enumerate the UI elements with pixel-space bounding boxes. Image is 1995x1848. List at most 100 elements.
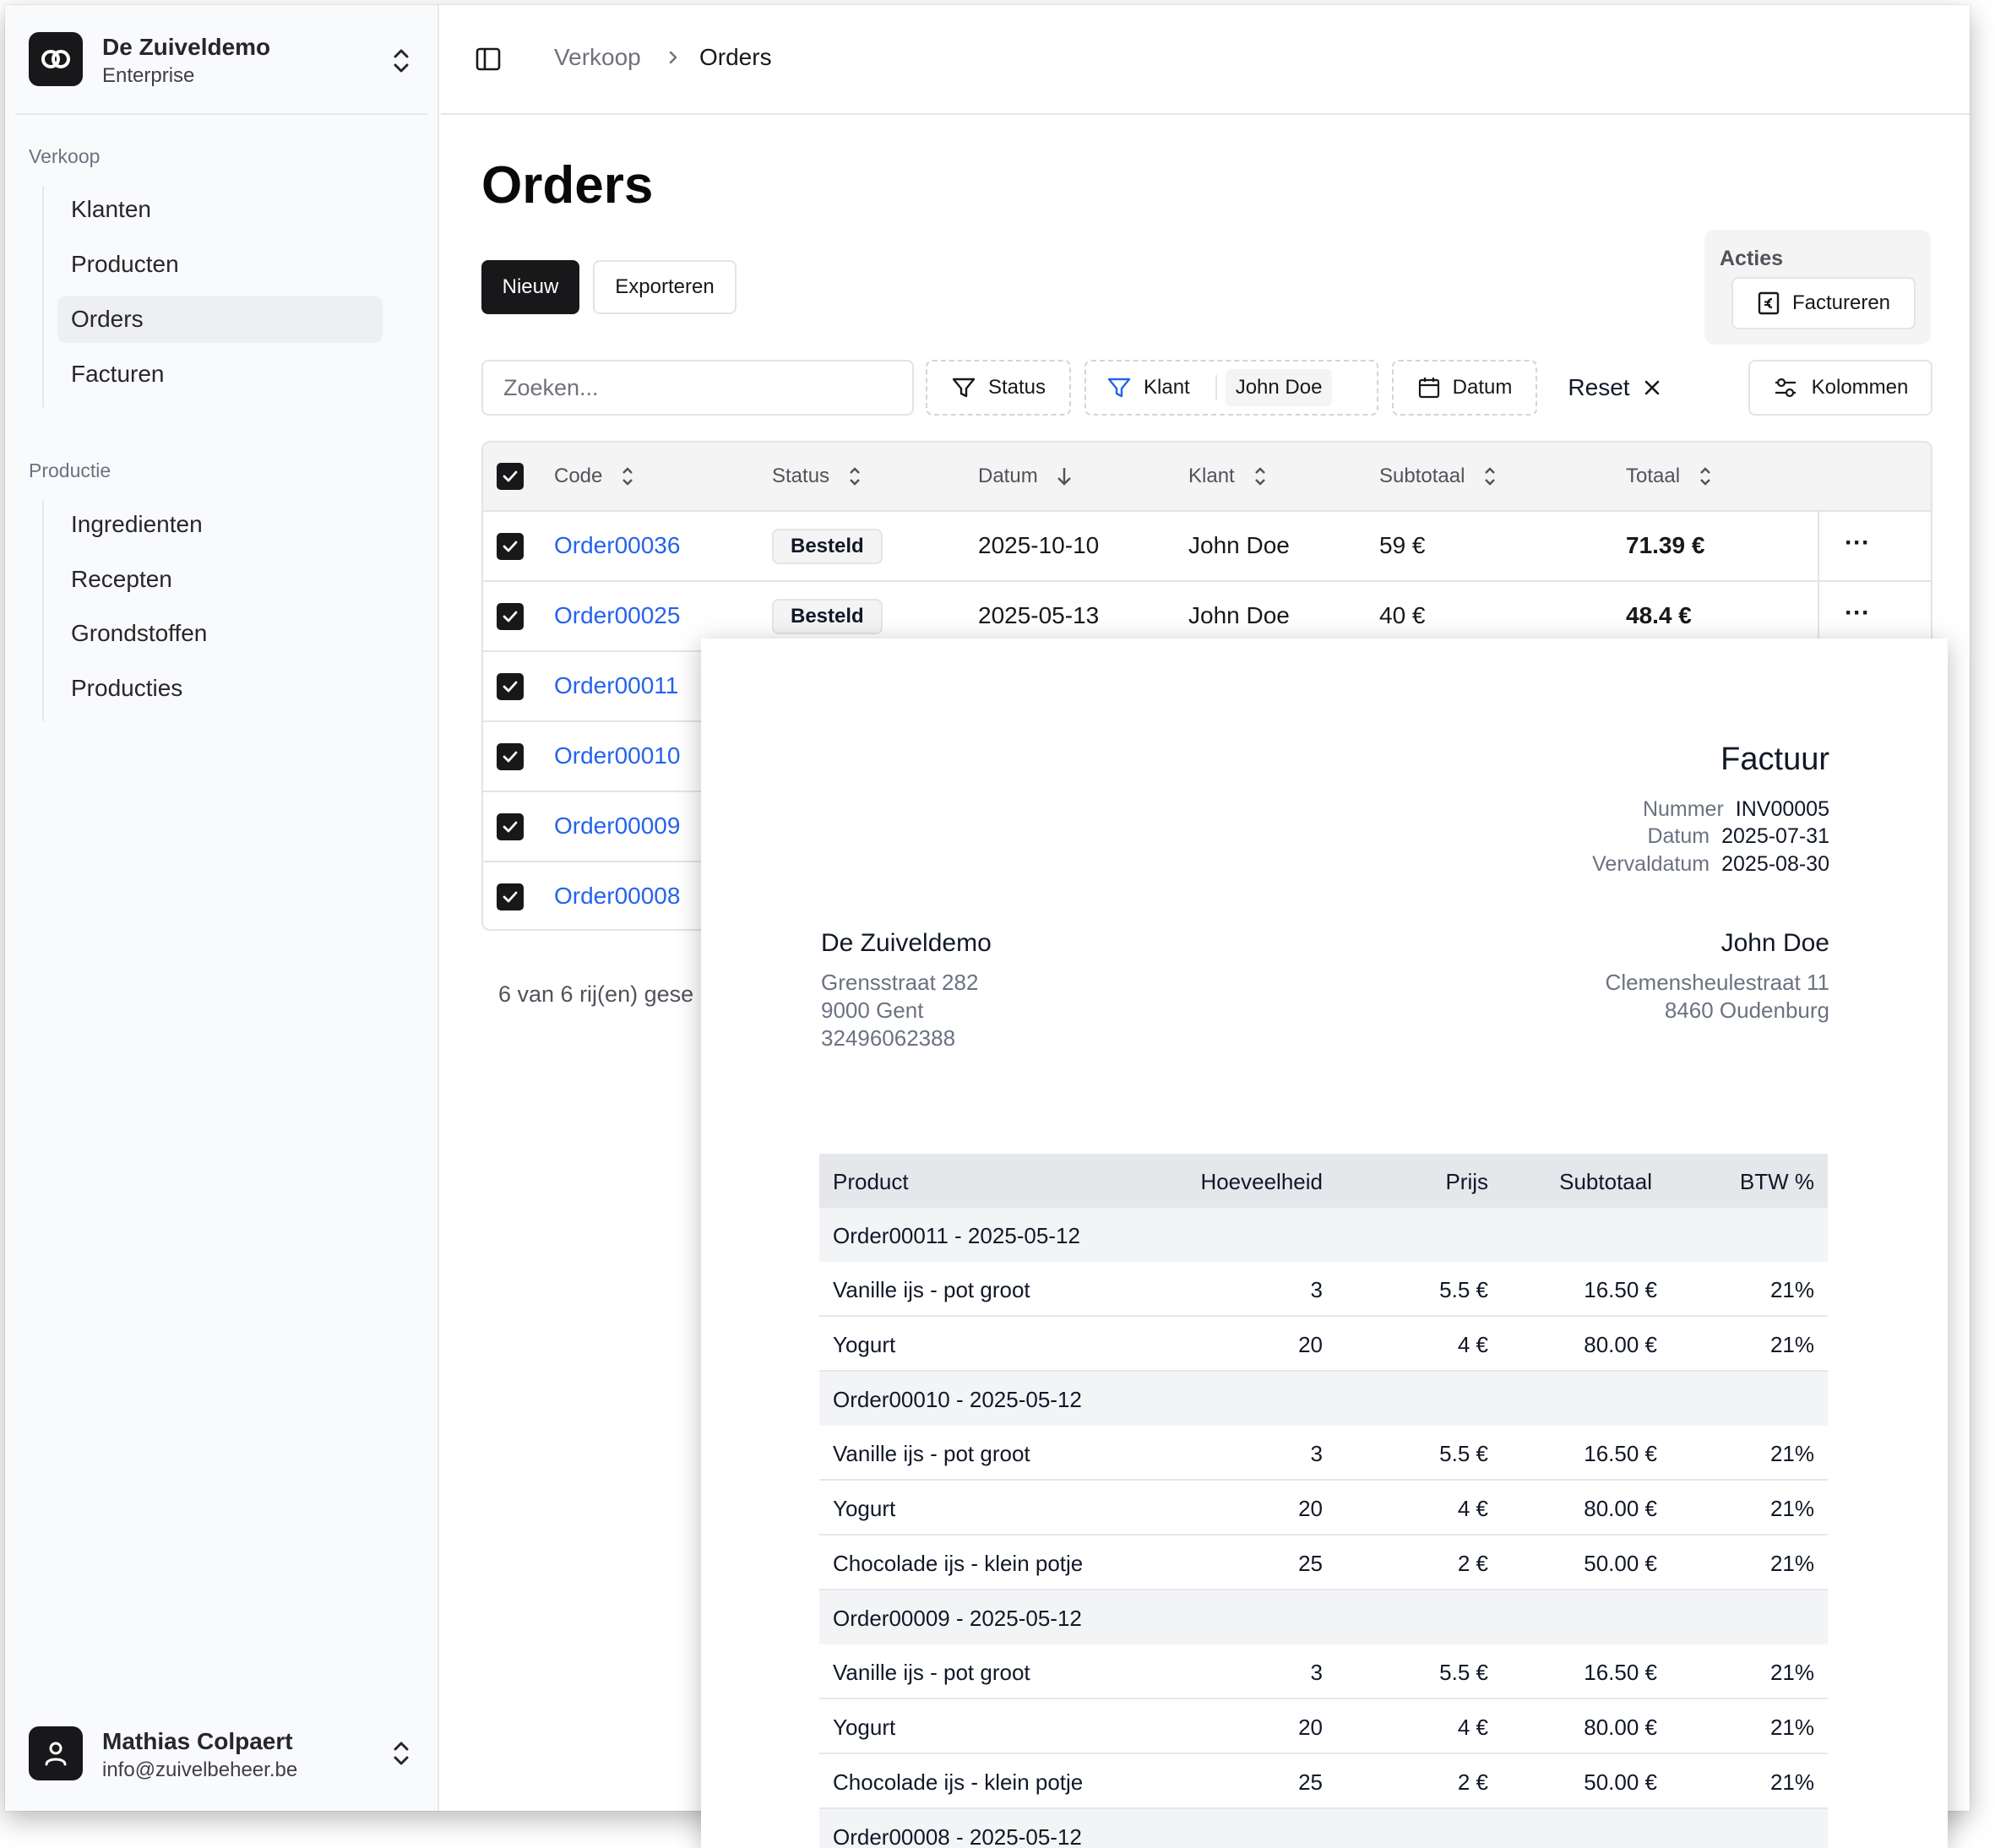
filter-separator: [1215, 375, 1217, 400]
row-checkbox[interactable]: [497, 673, 524, 700]
order-customer: John Doe: [1188, 532, 1290, 558]
invoice-order-group: Order00011 - 2025-05-12: [819, 1208, 1828, 1262]
order-date: 2025-10-10: [978, 532, 1100, 558]
seller-phone: 32496062388: [821, 1025, 956, 1051]
seller-street: Grensstraat 282: [821, 970, 979, 995]
sidebar-item-ingredienten[interactable]: Ingredienten: [71, 511, 203, 537]
order-code-link[interactable]: Order00010: [554, 742, 681, 769]
invoice-line: Vanille ijs - pot groot 3 5.5 € 16.50 € …: [819, 1262, 1828, 1317]
select-all-checkbox[interactable]: [497, 463, 524, 490]
invoice-lines-table: Product Hoeveelheid Prijs Subtotaal BTW …: [819, 1154, 1828, 1848]
order-code-link[interactable]: Order00025: [554, 602, 681, 628]
invoice-line: Yogurt 20 4 € 80.00 € 21%: [819, 1481, 1828, 1535]
invoice-line: Yogurt 20 4 € 80.00 € 21%: [819, 1317, 1828, 1372]
order-code-link[interactable]: Order00009: [554, 813, 681, 839]
column-header-datum[interactable]: Datum: [978, 465, 1074, 488]
invoice-line: Vanille ijs - pot groot 3 5.5 € 16.50 € …: [819, 1426, 1828, 1481]
seller-city: 9000 Gent: [821, 997, 924, 1023]
sidebar-item-producties[interactable]: Producties: [71, 675, 183, 701]
sidebar-tree-line: [42, 186, 44, 407]
buyer-city: 8460 Oudenburg: [1664, 997, 1829, 1023]
table-row: Order00036 Besteld 2025-10-10 John Doe 5…: [483, 512, 1931, 582]
customer-filter-button[interactable]: Klant John Doe: [1084, 360, 1378, 416]
search-input[interactable]: Zoeken...: [481, 360, 914, 416]
settings-sliders-icon: [1775, 378, 1796, 398]
sidebar-item-producten[interactable]: Producten: [71, 251, 179, 277]
sidebar-tree-line: [42, 500, 44, 721]
reset-button[interactable]: Reset: [1556, 360, 1674, 416]
sidebar-group-productie: Productie: [29, 459, 111, 481]
status-filter-button[interactable]: Status: [926, 360, 1071, 416]
invoice-date: Datum 2025-07-31: [1647, 824, 1829, 848]
columns-button[interactable]: Kolommen: [1748, 360, 1932, 416]
sidebar-item-orders[interactable]: Orders: [57, 296, 383, 343]
order-subtotal: 40 €: [1379, 602, 1426, 628]
column-header-status[interactable]: Status: [772, 465, 863, 488]
column-header-subtotaal[interactable]: Subtotaal: [1379, 465, 1498, 488]
sidebar: De Zuiveldemo Enterprise Verkoop Klanten…: [5, 5, 439, 1811]
sort-icon: [1485, 467, 1496, 486]
customer-filter-label: Klant: [1144, 376, 1190, 399]
sidebar-item-facturen[interactable]: Facturen: [71, 361, 165, 387]
invoice-table-header: Product Hoeveelheid Prijs Subtotaal BTW …: [819, 1154, 1828, 1208]
row-checkbox[interactable]: [497, 883, 524, 910]
order-date: 2025-05-13: [978, 602, 1100, 628]
actions-panel: Acties Factureren: [1704, 230, 1931, 345]
team-switcher[interactable]: De Zuiveldemo Enterprise: [29, 30, 424, 90]
invoice-label: Factureren: [1791, 291, 1891, 314]
order-subtotal: 59 €: [1379, 532, 1426, 558]
seller-name: De Zuiveldemo: [821, 929, 992, 957]
euro-receipt-icon: [1758, 291, 1780, 315]
invoice-button[interactable]: Factureren: [1731, 277, 1916, 329]
column-header-totaal[interactable]: Totaal: [1626, 465, 1714, 488]
order-code-link[interactable]: Order00036: [554, 532, 681, 558]
invoice-line: Yogurt 20 4 € 80.00 € 21%: [819, 1699, 1828, 1754]
order-code-link[interactable]: Order00011: [554, 672, 679, 698]
close-icon: [1644, 380, 1659, 395]
user-email: info@zuivelbeheer.be: [102, 1758, 298, 1781]
row-checkbox[interactable]: [497, 813, 524, 840]
sidebar-divider: [15, 113, 427, 115]
chevrons-up-down-icon: [394, 49, 409, 73]
new-button[interactable]: Nieuw: [481, 260, 579, 314]
sidebar-toggle-icon[interactable]: [475, 46, 502, 73]
row-more-icon[interactable]: ···: [1845, 599, 1870, 627]
row-checkbox[interactable]: [497, 603, 524, 630]
team-logo-icon: [29, 32, 83, 86]
sidebar-item-klanten[interactable]: Klanten: [71, 196, 151, 222]
arrow-down-icon: [1057, 468, 1071, 486]
invoice-due-date: Vervaldatum 2025-08-30: [1592, 852, 1829, 876]
sidebar-item-grondstoffen[interactable]: Grondstoffen: [71, 620, 208, 646]
invoice-preview: Factuur Nummer INV00005 Datum 2025-07-31 V…: [701, 639, 1948, 1848]
breadcrumb-parent[interactable]: Verkoop: [554, 44, 641, 70]
column-header-code[interactable]: Code: [554, 465, 636, 488]
breadcrumb-current: Orders: [699, 44, 772, 70]
sort-icon: [1700, 467, 1710, 486]
filter-icon: [952, 378, 976, 398]
actions-label: Acties: [1720, 247, 1784, 270]
user-avatar-icon: [29, 1726, 83, 1780]
invoice-order-group: Order00008 - 2025-05-12: [819, 1809, 1828, 1848]
export-button[interactable]: Exporteren: [593, 260, 737, 314]
order-total: 48.4 €: [1626, 602, 1692, 628]
column-header-klant[interactable]: Klant: [1188, 465, 1269, 488]
sort-icon: [850, 467, 860, 486]
sort-icon: [622, 467, 633, 486]
top-header: Verkoop Orders: [441, 5, 1970, 115]
team-plan: Enterprise: [102, 64, 195, 87]
buyer-name: John Doe: [1720, 929, 1829, 957]
row-more-icon[interactable]: ···: [1845, 529, 1870, 557]
invoice-title: Factuur: [1720, 742, 1829, 777]
row-checkbox[interactable]: [497, 743, 524, 770]
user-menu[interactable]: Mathias Colpaert info@zuivelbeheer.be: [29, 1725, 424, 1784]
filter-icon: [1107, 378, 1131, 398]
page-title: Orders: [481, 156, 654, 215]
order-code-link[interactable]: Order00008: [554, 883, 681, 909]
customer-filter-value: John Doe: [1225, 369, 1333, 406]
sidebar-item-recepten[interactable]: Recepten: [71, 566, 172, 592]
reset-label: Reset: [1568, 374, 1630, 400]
invoice-number: Nummer INV00005: [1642, 797, 1829, 821]
order-total: 71.39 €: [1626, 532, 1705, 558]
date-filter-button[interactable]: Datum: [1392, 360, 1537, 416]
row-checkbox[interactable]: [497, 533, 524, 560]
